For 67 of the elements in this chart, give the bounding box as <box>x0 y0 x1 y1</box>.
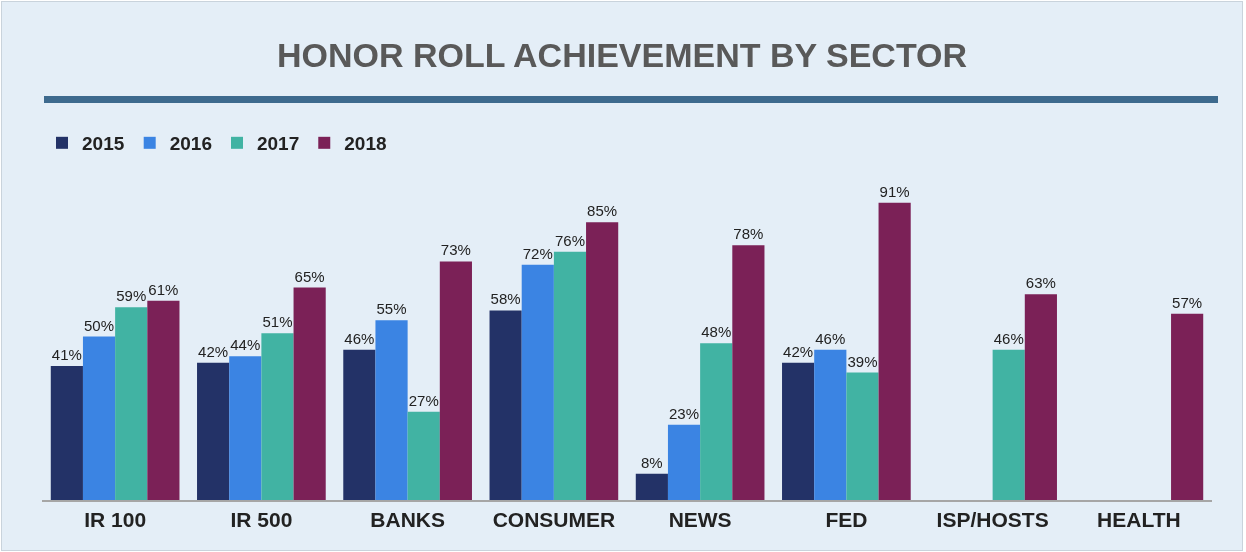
data-label: 78% <box>733 225 764 243</box>
bar <box>115 307 148 500</box>
data-label: 63% <box>1025 274 1056 292</box>
bar <box>197 362 230 500</box>
bar <box>229 356 262 500</box>
x-tick-label: HEALTH <box>1097 507 1181 531</box>
data-label: 50% <box>84 316 115 334</box>
bar <box>343 349 376 500</box>
bar <box>293 287 326 500</box>
x-tick-label: IR 100 <box>84 507 147 531</box>
data-label: 59% <box>116 287 147 305</box>
legend-label: 2017 <box>256 133 300 155</box>
x-tick-label: BANKS <box>370 507 445 531</box>
bar <box>846 372 879 500</box>
legend-label: 2018 <box>344 133 387 155</box>
data-label: 23% <box>669 404 700 422</box>
x-tick-label: IR 500 <box>230 507 293 531</box>
bar <box>1171 313 1204 500</box>
data-label: 65% <box>294 267 325 285</box>
bar <box>553 251 587 500</box>
bar <box>489 310 522 500</box>
bar <box>814 349 847 500</box>
data-label: 42% <box>783 342 814 360</box>
bar <box>407 411 440 500</box>
data-label: 61% <box>148 280 179 298</box>
data-label: 42% <box>198 342 229 360</box>
data-label: 85% <box>587 202 618 220</box>
data-label: 58% <box>490 290 521 308</box>
bar <box>147 300 180 500</box>
x-tick-label: FED <box>825 507 868 531</box>
bar <box>375 320 408 500</box>
bar <box>992 349 1025 500</box>
data-label: 44% <box>230 336 261 354</box>
data-label: 8% <box>641 453 663 471</box>
bar <box>667 424 701 500</box>
bar <box>261 333 294 500</box>
bar <box>782 362 815 500</box>
bar <box>732 245 765 500</box>
data-label: 39% <box>847 352 878 370</box>
bar <box>82 336 116 500</box>
data-label: 51% <box>262 313 293 331</box>
data-label: 46% <box>815 329 846 347</box>
bar <box>635 473 668 500</box>
x-tick-label: CONSUMER <box>492 507 616 531</box>
data-label: 72% <box>522 244 553 262</box>
data-label: 46% <box>344 329 375 347</box>
data-label: 73% <box>440 241 471 259</box>
bar <box>586 222 619 500</box>
data-label: 41% <box>51 346 82 364</box>
data-label: 55% <box>376 300 407 318</box>
x-tick-label: ISP/HOSTS <box>936 507 1049 531</box>
bar <box>1024 294 1057 500</box>
bar <box>50 366 83 500</box>
data-label: 27% <box>408 391 439 409</box>
legend-label: 2015 <box>82 133 125 155</box>
bar <box>700 343 733 500</box>
data-label: 57% <box>1172 293 1203 311</box>
data-label: 76% <box>554 231 585 249</box>
bar <box>878 202 911 500</box>
data-label: 91% <box>879 182 910 200</box>
data-label: 46% <box>993 329 1024 347</box>
bar <box>521 264 554 500</box>
chart-title: HONOR ROLL ACHIEVEMENT BY SECTOR <box>275 36 969 75</box>
data-label: 48% <box>701 323 732 341</box>
legend-label: 2016 <box>169 133 212 155</box>
bar <box>439 261 472 500</box>
x-tick-label: NEWS <box>668 507 732 531</box>
